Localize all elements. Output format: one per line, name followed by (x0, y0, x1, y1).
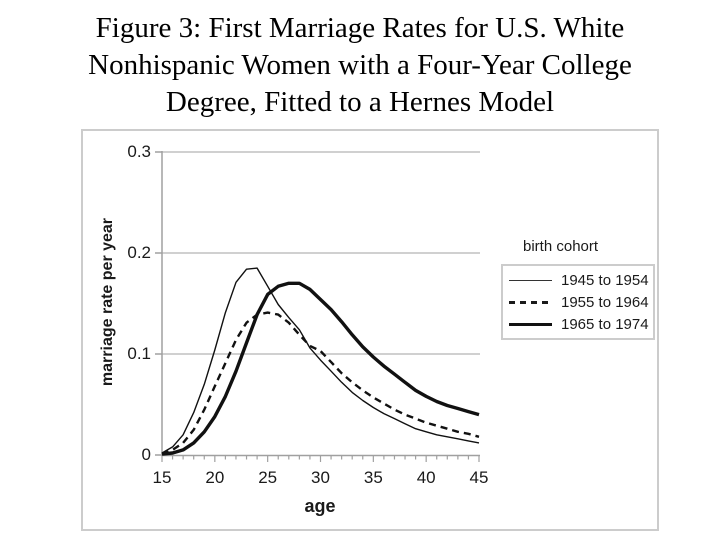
series-curve-1945-to-1954 (161, 267, 480, 454)
x-tick-label: 40 (416, 468, 436, 487)
x-tick-label: 25 (258, 468, 278, 487)
x-axis-title: age (304, 496, 336, 516)
figure-title-line-1: Figure 3: First Marriage Rates for U.S. … (95, 12, 625, 44)
series-curve-1965-to-1974 (161, 281, 480, 456)
legend-label: 1945 to 1954 (561, 271, 649, 289)
legend-line-swatch-thin-solid (509, 279, 552, 281)
legend-row: 1955 to 1964 (503, 291, 653, 313)
legend-row: 1945 to 1954 (503, 269, 653, 291)
y-tick-label: 0.2 (127, 243, 151, 262)
y-axis-title: marriage rate per year (99, 217, 116, 387)
x-tick-label: 30 (311, 468, 330, 487)
legend-line-swatch-dashed (509, 300, 552, 304)
x-tick-label: 35 (363, 468, 383, 487)
y-tick-label: 0.1 (127, 344, 151, 363)
figure-title-line-3: Degree, Fitted to a Hernes Model (165, 86, 555, 118)
x-tick-label: 15 (152, 468, 172, 487)
legend-label: 1955 to 1964 (561, 293, 649, 311)
series-curve-1955-to-1964 (161, 311, 480, 456)
legend-line-swatch-thick-solid (509, 322, 552, 326)
legend-title: birth cohort (523, 238, 599, 255)
figure-title-line-2: Nonhispanic Women with a Four-Year Colle… (88, 49, 632, 81)
y-tick-label: 0.3 (127, 142, 151, 161)
x-tick-label: 45 (469, 468, 489, 487)
figure-title: Figure 3: First Marriage Rates for U.S. … (0, 10, 720, 121)
legend-label: 1965 to 1974 (561, 315, 649, 333)
legend-row: 1965 to 1974 (503, 313, 653, 335)
x-tick-label: 20 (205, 468, 225, 487)
legend-box: 1945 to 1954 1955 to 1964 1965 to 1974 (501, 264, 655, 340)
y-tick-label: 0 (141, 445, 151, 464)
